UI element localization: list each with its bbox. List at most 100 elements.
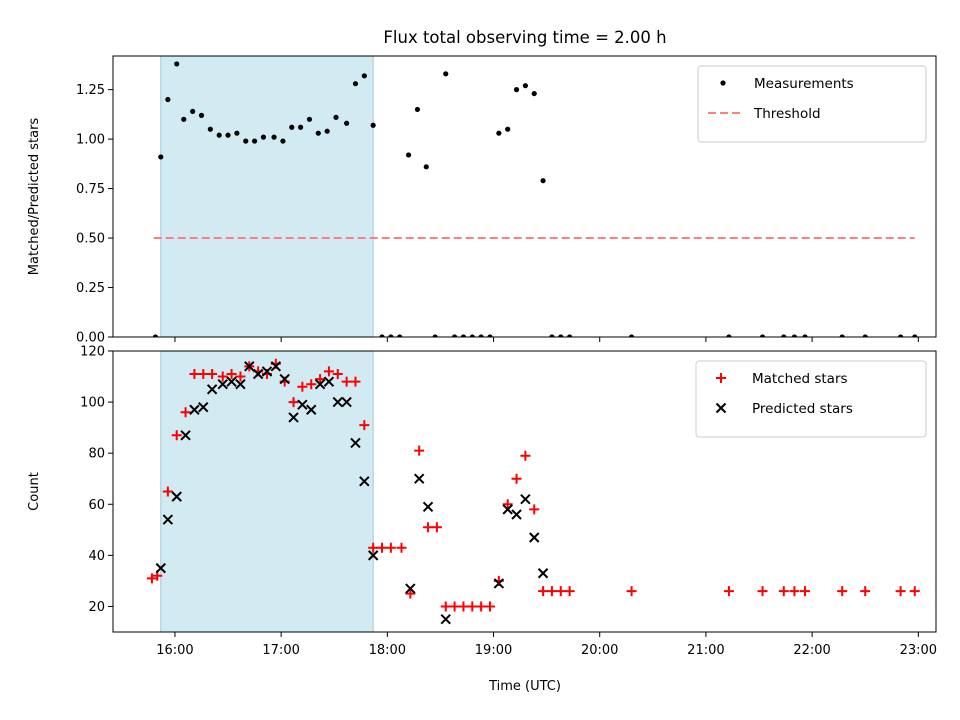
- predicted-stars-point: [244, 361, 255, 372]
- predicted-stars-point: [440, 614, 451, 625]
- x-tick-label: 16:00: [156, 643, 193, 658]
- measurements-point: [443, 71, 449, 77]
- measurements-point: [567, 334, 573, 337]
- y-tick-label: 1.25: [76, 83, 105, 98]
- measurements-point: [414, 106, 421, 113]
- matched-stars-point: [235, 371, 246, 382]
- measurements-point: [324, 128, 330, 134]
- predicted-stars-point: [226, 376, 237, 387]
- measurements-point: [802, 334, 808, 337]
- measurements-point: [726, 334, 732, 337]
- matched-stars-point: [323, 366, 334, 377]
- measurements-point: [513, 87, 520, 93]
- matched-stars-point: [288, 397, 299, 408]
- predicted-stars-point: [332, 396, 343, 408]
- measurements-point: [628, 334, 635, 337]
- measurements-point: [243, 138, 249, 144]
- measurements-point: [791, 334, 798, 337]
- predicted-stars-point: [235, 379, 246, 390]
- measurements-point: [397, 334, 403, 337]
- measurements-point: [352, 81, 359, 87]
- measurements-point: [478, 334, 484, 337]
- measurements-point: [181, 116, 187, 122]
- predicted-stars-point: [180, 430, 191, 441]
- measurements-point: [839, 334, 845, 337]
- measurements-point: [405, 152, 412, 158]
- matched-stars-point: [723, 586, 734, 597]
- predicted-stars-point: [405, 583, 416, 594]
- x-tick-label: 20:00: [581, 643, 618, 658]
- predicted-stars-point: [502, 504, 513, 515]
- measurements-point: [306, 116, 313, 122]
- measurements-point: [280, 138, 286, 144]
- measurements-point: [531, 90, 537, 97]
- predicted-stars-point: [511, 509, 522, 520]
- measurements-point: [558, 334, 564, 337]
- matched-stars-point: [341, 376, 352, 387]
- matched-stars-point: [800, 586, 811, 597]
- measurements-point: [289, 124, 295, 130]
- measurements-point: [388, 334, 394, 337]
- predicted-stars-point: [529, 532, 540, 543]
- matched-stars-point: [198, 368, 209, 379]
- measurements-point: [190, 108, 196, 115]
- matched-stars-point: [368, 542, 379, 553]
- legend-label: Threshold: [753, 106, 821, 122]
- measurements-point: [333, 114, 339, 120]
- matched-stars-point: [189, 368, 200, 379]
- y-tick-label: 40: [88, 549, 105, 564]
- y-tick-label: 0.50: [76, 232, 105, 247]
- matched-stars-point: [778, 586, 789, 597]
- matched-stars-point: [511, 473, 522, 484]
- measurements-point: [158, 154, 164, 160]
- axes-frame: [112, 350, 937, 633]
- matched-stars-point: [529, 504, 540, 515]
- plot-area: [146, 351, 920, 632]
- measurements-point: [862, 334, 868, 337]
- y-tick-label: 1.00: [76, 133, 105, 148]
- predicted-stars-point: [537, 568, 549, 579]
- matched-stars-point: [180, 407, 191, 418]
- count-panel: 16:00 17:00 18:00 19:00 20:00 21:00 22:00 23:00…: [27, 345, 937, 659]
- y-tick-label: 20: [88, 600, 105, 615]
- predicted-stars-point: [270, 361, 282, 372]
- predicted-stars-point: [520, 493, 531, 505]
- predicted-stars-point: [189, 404, 200, 415]
- measurements-point: [260, 134, 267, 140]
- matched-stars-point: [359, 420, 370, 431]
- measurements-point: [225, 132, 231, 138]
- predicted-stars-point: [413, 473, 425, 484]
- x-tick-label: 19:00: [475, 643, 512, 658]
- matched-stars-point: [162, 486, 173, 497]
- measurements-point: [251, 138, 258, 144]
- measurements-point: [165, 96, 171, 103]
- matched-stars-point: [297, 381, 308, 392]
- matched-stars-point: [315, 374, 326, 385]
- predicted-stars-point: [162, 514, 174, 525]
- predicted-stars-point: [367, 550, 379, 561]
- y-tick-label: 120: [80, 345, 105, 360]
- measurements-point: [198, 112, 205, 118]
- matched-stars-point: [226, 368, 237, 379]
- measurements-point: [487, 334, 493, 337]
- measurements-point: [315, 130, 321, 136]
- matched-stars-point: [484, 601, 495, 612]
- y-tick-label: 60: [88, 498, 105, 513]
- predicted-stars-point: [493, 578, 505, 589]
- x-tick-label: 18:00: [369, 643, 406, 658]
- y-axis-label: Matched/Predicted stars: [27, 118, 42, 276]
- matched-stars-point: [377, 542, 388, 553]
- ratio-panel: 0.00 0.25 0.50 0.75 1.00 1.25 Matched/Predicte…: [27, 55, 937, 346]
- measurements-point: [540, 178, 546, 184]
- predicted-stars-point: [252, 368, 264, 380]
- matched-stars-point: [458, 601, 469, 612]
- x-tick-label: 17:00: [262, 643, 299, 658]
- predicted-stars-point: [206, 384, 218, 395]
- matched-stars-point: [757, 586, 768, 597]
- predicted-stars-point: [155, 562, 166, 574]
- measurements-point: [912, 334, 918, 337]
- legend-marker: [715, 402, 727, 414]
- matched-stars-point: [467, 601, 478, 612]
- matched-stars-point: [306, 379, 317, 390]
- measurements-point: [379, 334, 385, 337]
